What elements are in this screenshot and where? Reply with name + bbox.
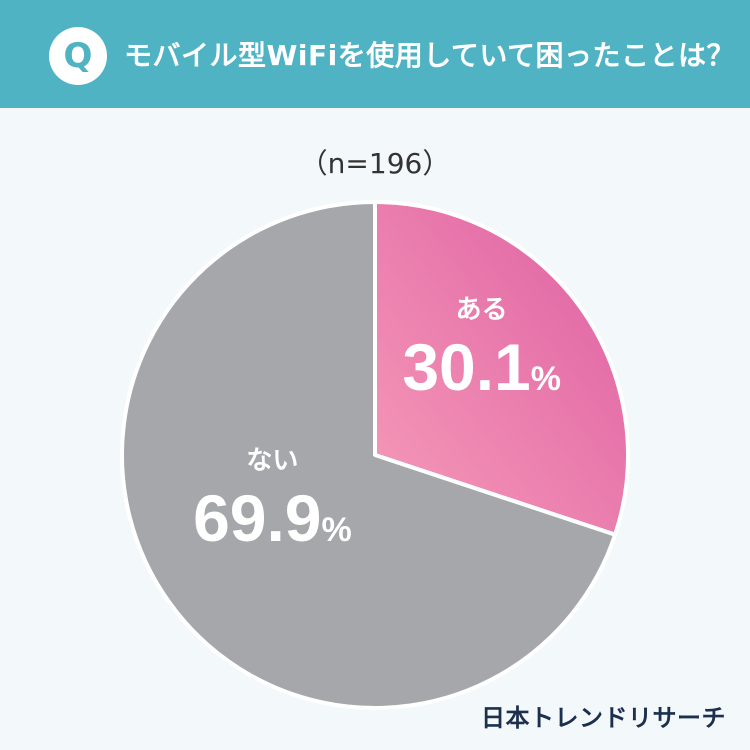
sample-size: （n=196） bbox=[299, 147, 451, 180]
question-text: モバイル型WiFiを使用していて困ったことは？ bbox=[124, 39, 736, 72]
slice-value: 30.1% bbox=[402, 330, 561, 404]
pie-slice-aru bbox=[373, 200, 630, 537]
brand-logo: 日本トレンドリサーチ bbox=[481, 704, 726, 732]
slice-label: ある bbox=[456, 295, 508, 325]
slice-label: ない bbox=[246, 446, 298, 476]
header-banner: Q モバイル型WiFiを使用していて困ったことは？ bbox=[0, 0, 750, 108]
pie-slice-nai bbox=[120, 200, 618, 710]
question-badge: Q bbox=[49, 27, 107, 85]
slice-value: 69.9% bbox=[193, 481, 352, 555]
